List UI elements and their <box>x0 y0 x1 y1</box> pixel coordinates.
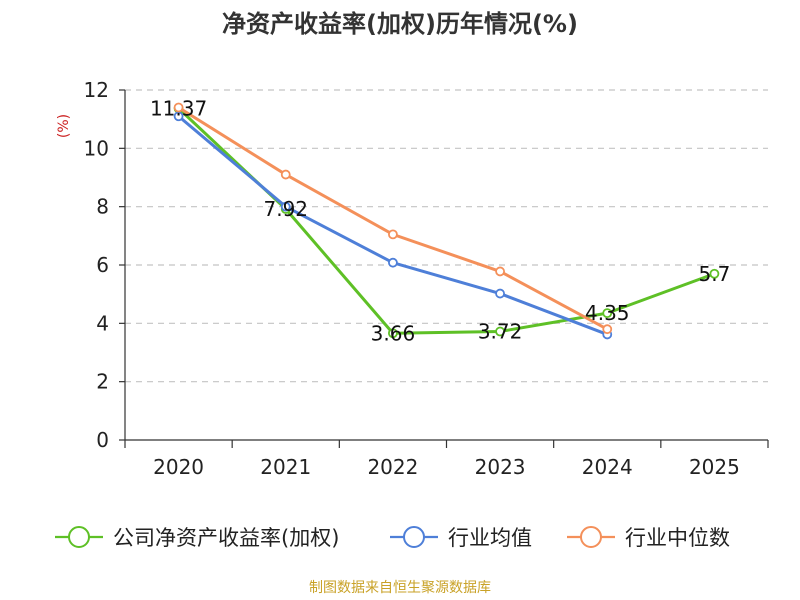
y-tick-label: 8 <box>96 195 109 219</box>
x-tick-label: 2020 <box>153 455 204 479</box>
data-point <box>495 326 505 337</box>
y-tick-label: 0 <box>96 428 109 452</box>
data-label: 5.7 <box>699 262 731 286</box>
data-label: 7.92 <box>263 197 308 221</box>
data-point <box>709 268 720 279</box>
grid-lines <box>125 89 768 383</box>
data-point <box>280 201 291 212</box>
x-tick-label: 2021 <box>260 455 311 479</box>
data-point <box>495 266 505 277</box>
data-point <box>602 308 613 319</box>
legend-marker <box>68 526 90 548</box>
data-point <box>280 169 291 180</box>
source-note: 制图数据来自恒生聚源数据库 <box>309 580 491 596</box>
axes: 0 2 4 6 8 10 12 2020 2021 2022 2023 2024 2025 (%) <box>56 78 769 479</box>
data-label: 11.37 <box>150 96 207 120</box>
legend-marker <box>580 526 602 548</box>
y-tick-label: 4 <box>96 311 109 335</box>
x-tick-label: 2022 <box>367 455 418 479</box>
data-label: 3.72 <box>478 320 523 344</box>
y-tick-label: 2 <box>96 370 109 394</box>
series-line <box>177 107 715 335</box>
series-line <box>177 106 608 331</box>
y-tick-label: 10 <box>84 136 109 160</box>
legend-label: 行业均值 <box>448 526 532 550</box>
data-point <box>388 257 398 268</box>
x-tick-label: 2025 <box>689 455 740 479</box>
data-point <box>388 229 398 240</box>
series-layer <box>173 102 720 340</box>
data-label: 4.35 <box>585 301 630 325</box>
data-point <box>602 324 613 335</box>
y-axis-label: (%) <box>56 114 72 138</box>
legend: 公司净资产收益率(加权) 行业均值 行业中位数 <box>55 526 730 550</box>
data-point <box>388 328 398 339</box>
legend-marker <box>403 526 425 548</box>
data-point <box>495 288 505 299</box>
legend-label: 公司净资产收益率(加权) <box>113 526 339 550</box>
x-tick-label: 2024 <box>582 455 633 479</box>
y-tick-label: 12 <box>84 78 109 102</box>
x-tick-label: 2023 <box>475 455 526 479</box>
chart-title: 净资产收益率(加权)历年情况(%) <box>222 10 578 38</box>
legend-label: 行业中位数 <box>625 526 730 550</box>
data-label: 3.66 <box>371 321 416 345</box>
y-tick-label: 6 <box>96 253 109 277</box>
data-point <box>173 102 184 113</box>
data-labels: 11.37 7.92 3.66 3.72 4.35 5.7 <box>150 96 730 345</box>
